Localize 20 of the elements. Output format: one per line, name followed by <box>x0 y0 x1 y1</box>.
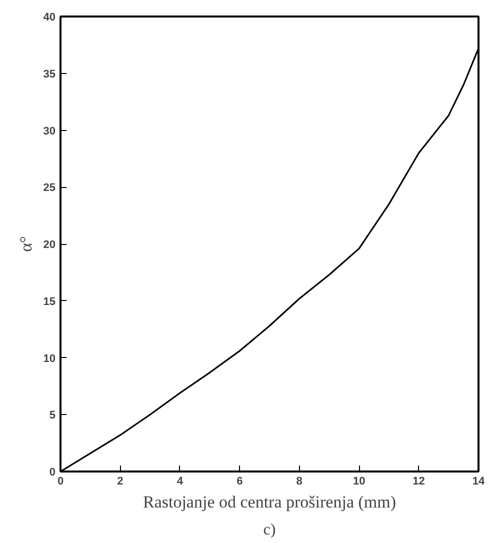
x-tick-label: 8 <box>296 476 302 488</box>
x-tick-label: 2 <box>117 476 124 488</box>
x-tick-label: 14 <box>472 476 486 488</box>
x-tick-label: 6 <box>236 476 243 488</box>
x-tick-label: 0 <box>57 476 64 488</box>
y-tick-label: 25 <box>43 182 56 194</box>
y-axis-title: α° <box>16 236 36 252</box>
x-tick-label: 10 <box>352 476 366 488</box>
text: c) <box>263 522 276 538</box>
y-tick-label: 5 <box>49 410 56 422</box>
x-tick-label: 4 <box>176 476 184 488</box>
x-axis-title: Rastojanje od centra proširenja (mm) <box>142 492 396 512</box>
y-tick-label: 15 <box>43 296 56 308</box>
y-tick-label: 10 <box>43 352 56 365</box>
x-tick-label: 12 <box>412 476 425 488</box>
y-tick-label: 40 <box>43 12 56 24</box>
y-tick-label: 0 <box>49 466 56 478</box>
y-tick-label: 35 <box>43 68 56 80</box>
y-tick-label: 20 <box>43 239 56 251</box>
y-tick-label: 30 <box>43 125 56 138</box>
